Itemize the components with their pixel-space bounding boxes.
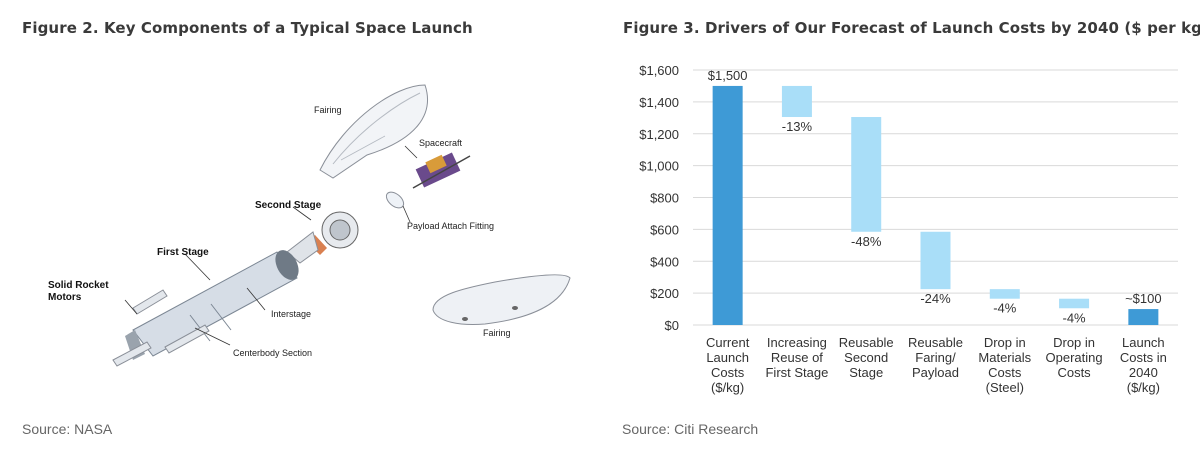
bar-1 <box>781 85 812 118</box>
data-label-5: -4% <box>1063 310 1087 325</box>
payload-attach-fitting-shape <box>385 191 405 209</box>
x-category-label: Operating <box>1046 350 1103 365</box>
second-stage-shape <box>307 211 359 255</box>
x-category-label: Costs in <box>1120 350 1167 365</box>
data-label-2: -48% <box>851 234 882 249</box>
spacecraft-shape <box>412 152 471 189</box>
label-payload-attach-fitting: Payload Attach Fitting <box>407 221 494 231</box>
launch-components-diagram: Fairing Spacecraft Second Stage Payload … <box>48 84 571 367</box>
label-solid-rocket-line2: Motors <box>48 292 82 303</box>
label-solid-rocket-line1: Solid Rocket <box>48 280 109 291</box>
right-figure-source: Source: Citi Research <box>622 421 759 437</box>
data-label-4: -4% <box>993 301 1017 316</box>
launch-cost-waterfall-chart: $0 $200 $400 $600 $800 $1,000 $1,200 $1,400 $1,6… <box>639 63 1178 395</box>
y-tick-label: $800 <box>650 191 679 206</box>
y-tick-label: $1,400 <box>639 95 679 110</box>
x-category-label: Current <box>706 335 750 350</box>
y-tick-label: $200 <box>650 286 679 301</box>
y-tick-label: $600 <box>650 222 679 237</box>
x-category-label: Launch <box>1122 335 1165 350</box>
y-tick-label: $1,200 <box>639 127 679 142</box>
label-fairing-top: Fairing <box>314 105 342 115</box>
interstage-shape <box>286 231 319 264</box>
x-category-label: Increasing <box>767 335 827 350</box>
x-category-label: Second <box>844 350 888 365</box>
chart-data-labels: $1,500 -13% -48% -24% -4% -4% ~$100 <box>708 68 1162 325</box>
bar-3 <box>920 231 951 290</box>
fairing-top-shape <box>319 84 428 179</box>
x-category-label: Costs <box>988 365 1022 380</box>
chart-y-axis: $0 $200 $400 $600 $800 $1,000 $1,200 $1,400 $1,6… <box>639 63 679 333</box>
label-interstage: Interstage <box>271 309 311 319</box>
x-category-label: (Steel) <box>986 380 1024 395</box>
left-figure-title: Figure 2. Key Components of a Typical Sp… <box>22 19 473 37</box>
data-label-0: $1,500 <box>708 68 748 83</box>
chart-x-axis: CurrentLaunchCosts($/kg)IncreasingReuse … <box>706 335 1167 395</box>
bar-6 <box>1128 309 1159 325</box>
label-second-stage: Second Stage <box>255 200 322 211</box>
x-category-label: Costs <box>711 365 745 380</box>
bar-0 <box>712 85 743 325</box>
data-label-6: ~$100 <box>1125 291 1162 306</box>
x-category-label: Reuse of <box>771 350 823 365</box>
solid-rocket-motors-shape <box>112 289 210 367</box>
x-category-label: 2040 <box>1129 365 1158 380</box>
y-tick-label: $0 <box>665 318 679 333</box>
x-category-label: First Stage <box>765 365 828 380</box>
bar-2 <box>851 117 882 232</box>
label-centerbody-section: Centerbody Section <box>233 348 312 358</box>
data-label-1: -13% <box>782 119 813 134</box>
x-category-label: Payload <box>912 365 959 380</box>
chart-gridlines <box>693 69 1178 326</box>
x-category-label: Reusable <box>908 335 963 350</box>
x-category-label: Reusable <box>839 335 894 350</box>
chart-bars <box>712 85 1159 325</box>
x-category-label: ($/kg) <box>711 380 744 395</box>
y-tick-label: $1,000 <box>639 159 679 174</box>
y-tick-label: $1,600 <box>639 63 679 78</box>
x-category-label: Drop in <box>1053 335 1095 350</box>
label-fairing-bottom: Fairing <box>483 328 511 338</box>
x-category-label: Drop in <box>984 335 1026 350</box>
leader-lines <box>124 145 418 346</box>
x-category-label: Materials <box>978 350 1031 365</box>
fairing-bottom-shape <box>432 274 571 325</box>
right-figure-title: Figure 3. Drivers of Our Forecast of Lau… <box>623 19 1200 37</box>
left-figure-source: Source: NASA <box>22 421 113 437</box>
x-category-label: Costs <box>1057 365 1091 380</box>
label-spacecraft: Spacecraft <box>419 138 463 148</box>
bar-5 <box>1059 298 1090 309</box>
x-category-label: Stage <box>849 365 883 380</box>
bar-4 <box>989 289 1020 299</box>
x-category-label: ($/kg) <box>1127 380 1160 395</box>
label-first-stage: First Stage <box>157 247 209 258</box>
data-label-3: -24% <box>920 291 951 306</box>
first-stage-shape <box>125 250 299 360</box>
x-category-label: Launch <box>706 350 749 365</box>
x-category-label: Faring/ <box>915 350 956 365</box>
y-tick-label: $400 <box>650 254 679 269</box>
